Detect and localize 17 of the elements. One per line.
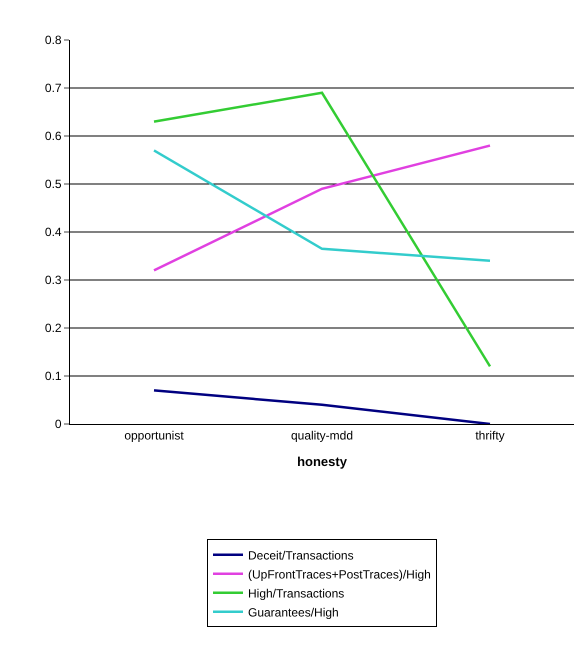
y-tick-label: 0.7 bbox=[44, 81, 62, 96]
y-tick-label: 0.6 bbox=[44, 129, 62, 144]
legend-label: Deceit/Transactions bbox=[248, 548, 354, 562]
legend-label: Guarantees/High bbox=[248, 605, 339, 620]
y-tick-label: 0.2 bbox=[44, 321, 62, 336]
x-tick-label: opportunist bbox=[124, 428, 184, 442]
x-tick-label: quality-mdd bbox=[290, 428, 354, 442]
y-tick-label: 0.5 bbox=[44, 177, 62, 192]
y-tick-label: 0.3 bbox=[44, 273, 62, 288]
y-tick-label: 0.4 bbox=[44, 225, 62, 240]
y-tick-label: 0.1 bbox=[44, 369, 62, 384]
legend-label: (UpFrontTraces+PostTraces)/High bbox=[248, 567, 431, 582]
legend-label: High/Transactions bbox=[248, 586, 344, 600]
x-tick-label: thrifty bbox=[475, 428, 505, 442]
y-tick-label: 0.8 bbox=[44, 33, 62, 48]
x-axis-title: honesty bbox=[297, 454, 348, 469]
y-tick-label: 0 bbox=[54, 417, 62, 432]
